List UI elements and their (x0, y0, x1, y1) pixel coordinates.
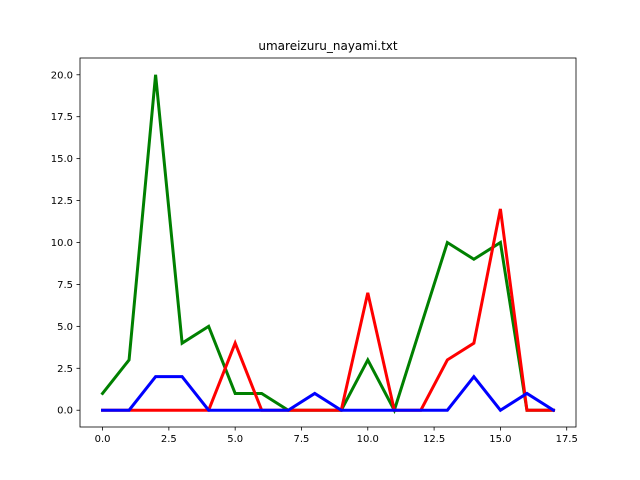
y-tick-label: 7.5 (57, 280, 73, 291)
y-tick-label: 2.5 (57, 364, 73, 375)
y-tick-label: 15.0 (51, 154, 73, 165)
y-tick-label: 10.0 (51, 238, 73, 249)
x-tick-label: 2.5 (161, 434, 177, 445)
x-tick-label: 17.5 (556, 434, 578, 445)
x-tick-label: 15.0 (489, 434, 511, 445)
y-tick-label: 5.0 (57, 322, 73, 333)
y-tick-label: 17.5 (51, 112, 73, 123)
x-tick-label: 7.5 (294, 434, 310, 445)
y-tick-label: 0.0 (57, 406, 73, 417)
x-tick-label: 12.5 (423, 434, 445, 445)
x-tick-label: 5.0 (227, 434, 243, 445)
x-tick-label: 10.0 (357, 434, 379, 445)
y-tick-label: 20.0 (51, 70, 73, 81)
plot-frame (79, 57, 577, 428)
x-tick-label: 0.0 (95, 434, 111, 445)
series-line-3 (101, 374, 556, 413)
y-tick-label: 12.5 (51, 196, 73, 207)
y-axis: 0.0 2.5 5.0 7.5 10.0 12.5 15.0 17.5 20.0 (51, 70, 80, 417)
series-line-2 (101, 208, 555, 412)
series-layer (100, 74, 556, 415)
x-axis: 0.0 2.5 5.0 7.5 10.0 12.5 15.0 17.5 (95, 427, 578, 445)
chart-title: umareizuru_nayami.txt (258, 39, 398, 53)
